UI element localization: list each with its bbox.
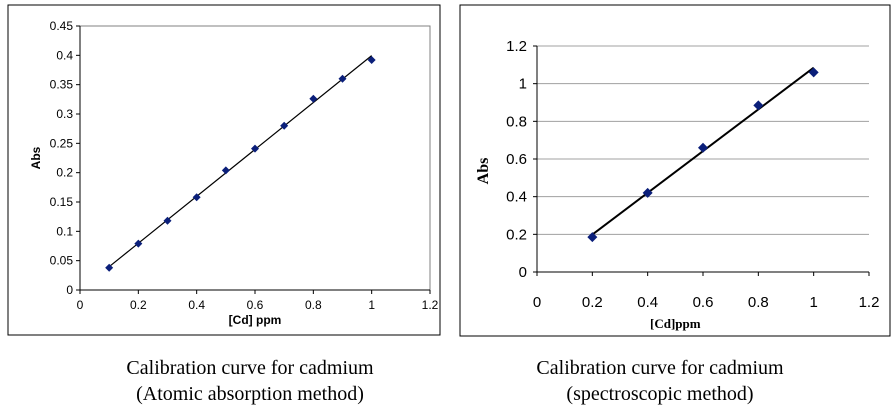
data-point [808, 67, 819, 78]
y-tick-label: 0 [519, 264, 527, 281]
y-tick-label: 0 [66, 283, 73, 297]
x-tick-label: 0.8 [305, 298, 322, 312]
chart-spectroscopic: 0 0.2 0.4 0.6 0.8 1 1.2 0 0.2 0.4 0.6 0.8 1 1.2 [Cd]pp… [450, 0, 895, 410]
data-point [753, 100, 764, 111]
x-tick-label: 0.6 [693, 294, 714, 311]
caption-right-line-2: (spectroscopic method) [566, 383, 754, 405]
chart-svg-right: 0 0.2 0.4 0.6 0.8 1 1.2 0 0.2 0.4 0.6 0.8 1 1.2 [Cd]pp… [459, 4, 891, 337]
data-point [221, 166, 230, 175]
x-tick-label: 0.6 [247, 298, 264, 312]
data-point [251, 144, 259, 153]
data-point [280, 121, 289, 130]
x-tick-label: 0.4 [637, 294, 658, 311]
y-tick-label: 0.15 [50, 195, 74, 209]
x-tick-label: 0.2 [582, 294, 603, 311]
x-tick-label: 1 [368, 298, 375, 312]
data-point [587, 232, 598, 243]
data-point [367, 56, 376, 65]
y-axis-title: Abs [29, 146, 43, 169]
y-tick-label: 0.35 [50, 78, 74, 92]
y-tick-label: 0.3 [56, 107, 73, 121]
chart-svg-left: 0 0.05 0.1 0.15 0.2 0.25 0.3 0.35 0.4 0.45 0 0.2 0.4… [7, 4, 441, 336]
y-axis-title: Abs [475, 158, 492, 185]
caption-right: Calibration curve for cadmium (spectrosc… [480, 355, 840, 407]
y-tick-label: 0.45 [50, 19, 74, 33]
y-tick-label: 0.2 [56, 166, 73, 180]
x-axis-title: [Cd] ppm [229, 313, 282, 327]
y-tick-label: 0.6 [506, 151, 527, 168]
data-point [105, 263, 114, 272]
y-tick-label: 0.4 [506, 189, 527, 206]
y-tick-label: 0.4 [56, 48, 73, 62]
y-tick-label: 0.2 [506, 226, 527, 243]
x-axis-title: [Cd]ppm [650, 316, 701, 331]
caption-left-line-1: Calibration curve for cadmium [126, 357, 374, 379]
x-tick-label: 1.2 [859, 294, 880, 311]
data-point [163, 216, 172, 225]
y-tick-label: 1.2 [506, 38, 527, 55]
y-tick-label: 1 [519, 76, 527, 93]
x-tick-label: 1.2 [422, 298, 439, 312]
data-point [192, 193, 201, 202]
x-tick-label: 0 [77, 298, 84, 312]
chart-frame [459, 4, 891, 337]
data-point [642, 187, 653, 198]
chart-atomic-absorption: 0 0.05 0.1 0.15 0.2 0.25 0.3 0.35 0.4 0.45 0 0.2 0.4… [0, 0, 445, 410]
x-tick-label: 1 [809, 294, 817, 311]
x-tick-label: 0.8 [748, 294, 769, 311]
x-tick-label: 0.4 [188, 298, 205, 312]
y-tick-label: 0.8 [506, 113, 527, 130]
y-tick-label: 0.1 [56, 224, 73, 238]
data-point [309, 94, 318, 103]
y-tick-label: 0.05 [50, 254, 74, 268]
x-tick-label: 0 [533, 294, 541, 311]
x-tick-label: 0.2 [130, 298, 147, 312]
caption-right-line-1: Calibration curve for cadmium [536, 357, 784, 379]
caption-left-line-2: (Atomic absorption method) [136, 383, 364, 405]
data-point [134, 239, 143, 248]
data-point [338, 74, 347, 83]
caption-left: Calibration curve for cadmium (Atomic ab… [70, 355, 430, 407]
trendline [108, 55, 373, 268]
y-tick-label: 0.25 [50, 136, 74, 150]
data-point [698, 142, 708, 153]
